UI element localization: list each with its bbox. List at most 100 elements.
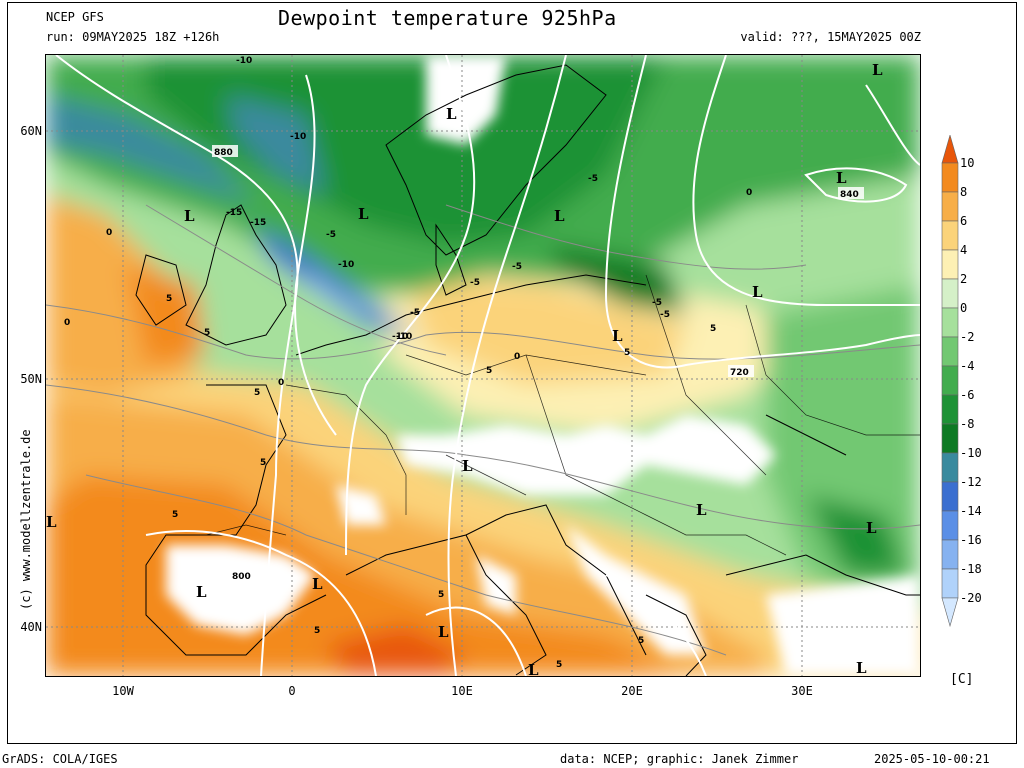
- colorbar-label: -2: [960, 330, 975, 344]
- lat-label-60n: 60N: [20, 124, 42, 138]
- contour-label: -10: [392, 332, 408, 342]
- contour-label: 5: [710, 324, 716, 334]
- contour-label: 0: [278, 378, 284, 388]
- colorbar-segment: [941, 452, 959, 483]
- map-title: Dewpoint temperature 925hPa: [278, 6, 617, 30]
- lon-label-30e: 30E: [791, 684, 813, 698]
- coastlines: [135, 64, 920, 676]
- lon-label-0: 0: [288, 684, 296, 698]
- low-center: L: [446, 105, 457, 123]
- contour-label: -5: [660, 310, 670, 320]
- contour-label: 5: [438, 590, 444, 600]
- contour-label: 0: [514, 352, 520, 362]
- contour-label: 5: [254, 388, 260, 398]
- low-center: L: [856, 659, 867, 676]
- low-center: L: [312, 575, 323, 593]
- colorbar-label: -16: [960, 533, 982, 547]
- colorbar-label: -14: [960, 504, 982, 518]
- low-center: L: [554, 207, 565, 225]
- contour-label: -5: [588, 174, 598, 184]
- render-timestamp: 2025-05-10-00:21: [874, 752, 990, 766]
- contour-label: 0: [64, 318, 70, 328]
- colorbar-segment: [941, 510, 959, 541]
- low-center: L: [462, 457, 473, 475]
- low-center: L: [696, 501, 707, 519]
- geopotential-labels: 880 840 720 800: [212, 145, 864, 582]
- contour-label: -10: [396, 332, 412, 342]
- contour-label: -5: [512, 262, 522, 272]
- low-center: L: [752, 283, 763, 301]
- lat-label-40n: 40N: [20, 620, 42, 634]
- dewpoint-field: L L L L L L L L L L L L L L L L L 880 84…: [46, 55, 920, 676]
- contour-label: 5: [624, 348, 630, 358]
- low-center: L: [612, 327, 623, 345]
- low-center: L: [872, 61, 883, 79]
- contour-label: -10: [236, 56, 252, 66]
- colorbar-segment: [941, 539, 959, 570]
- low-center: L: [196, 583, 207, 601]
- colorbar-label: -18: [960, 562, 982, 576]
- colorbar-segment: [941, 191, 959, 222]
- contour-label: 5: [204, 328, 210, 338]
- model-name: NCEP GFS: [46, 10, 104, 24]
- lon-label-10e: 10E: [451, 684, 473, 698]
- colorbar-label: 2: [960, 272, 968, 286]
- colorbar-label: 0: [960, 301, 968, 315]
- geopotential-label: 800: [232, 572, 251, 582]
- contour-label: 5: [260, 458, 266, 468]
- colorbar-label: -6: [960, 388, 975, 402]
- contour-label: -5: [470, 278, 480, 288]
- contour-label: -10: [338, 260, 354, 270]
- low-center: L: [46, 513, 57, 531]
- low-center: L: [866, 519, 877, 537]
- contour-label: 0: [746, 188, 752, 198]
- contour-label: 5: [172, 510, 178, 520]
- run-info: run: 09MAY2025 18Z +126h: [46, 30, 220, 44]
- colorbar-label: 8: [960, 185, 968, 199]
- low-center: L: [184, 207, 195, 225]
- contour-label: -5: [326, 230, 336, 240]
- colorbar-segment: [941, 336, 959, 367]
- colorbar-label: -4: [960, 359, 975, 373]
- low-center: L: [836, 169, 847, 187]
- colorbar-segment: [941, 423, 959, 454]
- colorbar-segment: [941, 162, 959, 193]
- geopotential-contours: [55, 55, 920, 676]
- dewpoint-contour-labels: -10 -10 -15 -15 -5 -5 -10 -5 -10 -5 -5 -…: [64, 56, 752, 670]
- colorbar-segments: [941, 135, 959, 628]
- contour-label: 5: [638, 636, 644, 646]
- software-credit: GrADS: COLA/IGES: [2, 752, 118, 766]
- colorbar-label: 6: [960, 214, 968, 228]
- weather-map: L L L L L L L L L L L L L L L L L 880 84…: [45, 54, 921, 677]
- data-credit: data: NCEP; graphic: Janek Zimmer: [560, 752, 799, 766]
- geopotential-label: 880: [214, 148, 233, 158]
- contour-label: -15: [226, 208, 242, 218]
- contour-label: 5: [314, 626, 320, 636]
- contour-label: -10: [290, 132, 306, 142]
- geopotential-label: 840: [840, 190, 859, 200]
- colorbar-arrow-top: [941, 135, 959, 164]
- low-center: L: [438, 623, 449, 641]
- colorbar-label: 4: [960, 243, 968, 257]
- colorbar-unit: [C]: [950, 672, 974, 687]
- contour-label: -15: [250, 218, 266, 228]
- colorbar-segment: [941, 307, 959, 338]
- watermark: (c) www.modellzentrale.de: [19, 429, 33, 610]
- colorbar-label: -20: [960, 591, 982, 605]
- lon-label-10w: 10W: [112, 684, 134, 698]
- colorbar-segment: [941, 278, 959, 309]
- lat-label-50n: 50N: [20, 372, 42, 386]
- colorbar-label: 10: [960, 156, 975, 170]
- borders: [205, 274, 920, 556]
- pressure-centers: L L L L L L L L L L L L L L L L L: [46, 61, 883, 676]
- colorbar-segment: [941, 365, 959, 396]
- contour-label: 5: [556, 660, 562, 670]
- valid-time: valid: ???, 15MAY2025 00Z: [740, 30, 921, 44]
- contour-label: 5: [486, 366, 492, 376]
- contour-label: -5: [652, 298, 662, 308]
- colorbar-segment: [941, 220, 959, 251]
- colorbar: [941, 135, 959, 628]
- figure-frame: [7, 2, 1017, 744]
- low-center: L: [528, 661, 539, 676]
- lon-label-20e: 20E: [621, 684, 643, 698]
